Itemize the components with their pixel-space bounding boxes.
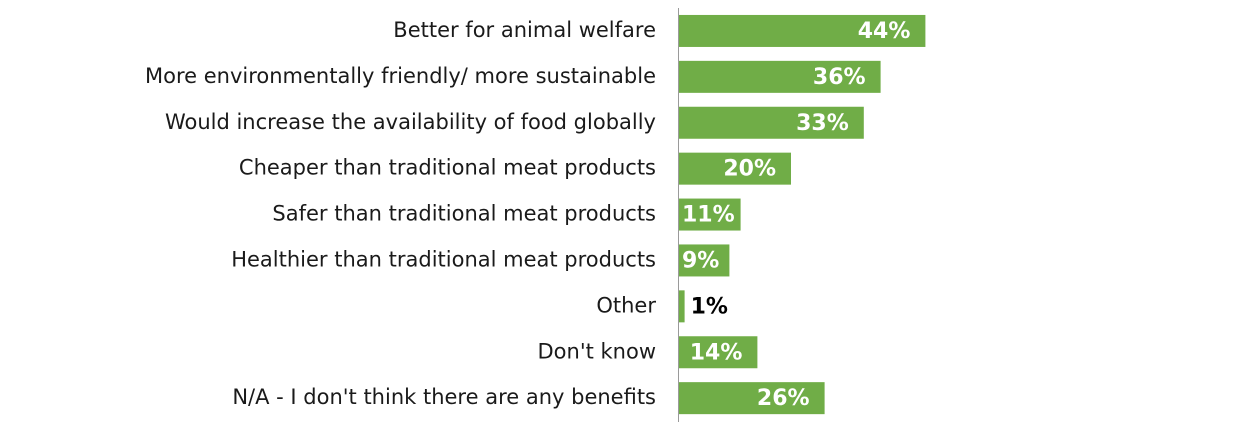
bar xyxy=(679,152,791,185)
category-label: N/A - I don't think there are any benefi… xyxy=(232,385,656,409)
bar xyxy=(679,14,926,47)
value-label: 26% xyxy=(757,386,810,411)
bar xyxy=(679,198,741,231)
category-label: Better for animal welfare xyxy=(393,18,656,42)
value-label: 36% xyxy=(813,65,866,90)
bar xyxy=(679,336,758,369)
value-label: 9% xyxy=(682,248,719,273)
category-label: Would increase the availability of food … xyxy=(165,110,656,134)
value-label: 1% xyxy=(691,294,728,319)
bar xyxy=(679,106,864,139)
value-label: 14% xyxy=(690,340,743,365)
bar xyxy=(679,60,881,93)
category-label: Other xyxy=(596,293,656,317)
bar xyxy=(679,244,730,277)
bar xyxy=(679,290,685,323)
value-label: 33% xyxy=(796,111,849,136)
category-label: Don't know xyxy=(537,339,656,363)
category-label: Cheaper than traditional meat products xyxy=(239,156,656,180)
category-label: Healthier than traditional meat products xyxy=(231,247,656,271)
bar xyxy=(679,382,825,415)
value-label: 20% xyxy=(723,157,776,182)
category-label: More environmentally friendly/ more sust… xyxy=(145,64,656,88)
value-label: 44% xyxy=(858,19,911,44)
category-label: Safer than traditional meat products xyxy=(272,202,656,226)
value-label: 11% xyxy=(682,203,735,228)
